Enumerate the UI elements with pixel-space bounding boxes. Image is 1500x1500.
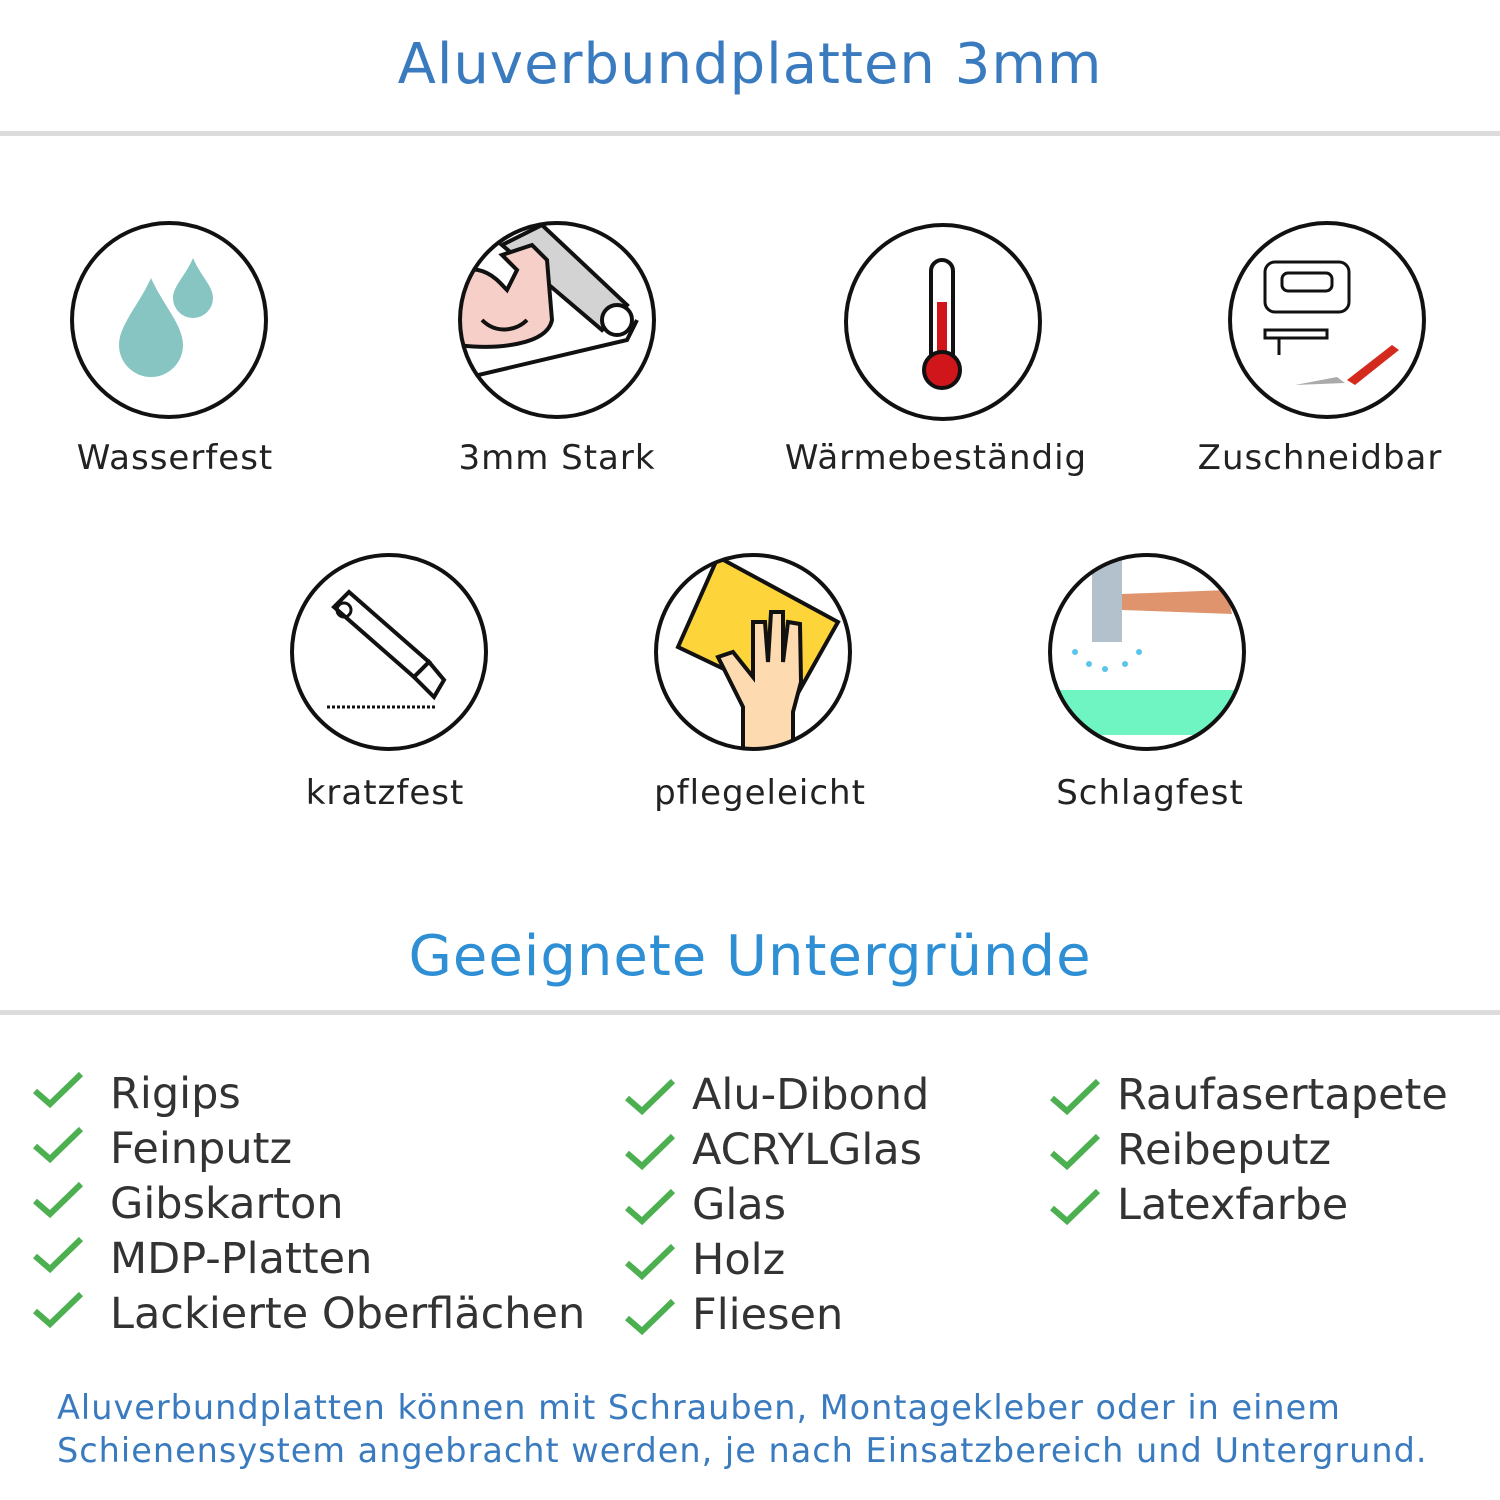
- feature-label: Wasserfest: [76, 438, 274, 478]
- check-icon: [625, 1078, 675, 1116]
- feature-label: 3mm Stark: [458, 438, 656, 478]
- surface-item: Fliesen: [692, 1290, 844, 1340]
- feature-label: Wärmebeständig: [784, 438, 1088, 478]
- check-icon: [33, 1071, 83, 1109]
- check-icon: [33, 1236, 83, 1274]
- thermometer-icon: [844, 223, 1042, 421]
- surface-item: Rigips: [110, 1069, 241, 1119]
- page-title: Aluverbundplatten 3mm: [397, 32, 1103, 97]
- feature-label: Zuschneidbar: [1197, 438, 1443, 478]
- cleaning-cloth-hand-icon: [654, 553, 852, 751]
- check-icon: [33, 1291, 83, 1329]
- surface-item: Latexfarbe: [1117, 1180, 1349, 1230]
- check-icon: [625, 1188, 675, 1226]
- divider: [0, 1010, 1500, 1015]
- feature-label: Schlagfest: [1056, 773, 1244, 813]
- check-icon: [625, 1243, 675, 1281]
- surface-item: MDP-Platten: [110, 1234, 373, 1284]
- water-drops-icon: [70, 221, 268, 419]
- check-icon: [1050, 1133, 1100, 1171]
- jigsaw-cutter-icon: [1228, 221, 1426, 419]
- surface-item: Reibeputz: [1117, 1125, 1332, 1175]
- surface-item: Lackierte Oberflächen: [110, 1289, 586, 1339]
- surface-item: Alu-Dibond: [692, 1070, 930, 1120]
- check-icon: [625, 1298, 675, 1336]
- feature-label: pflegeleicht: [654, 773, 866, 813]
- surface-item: ACRYLGlas: [692, 1125, 923, 1175]
- check-icon: [33, 1181, 83, 1219]
- check-icon: [1050, 1188, 1100, 1226]
- check-icon: [625, 1133, 675, 1171]
- feature-label: kratzfest: [305, 773, 465, 813]
- footer-line-2: Schienensystem angebracht werden, je nac…: [57, 1431, 1428, 1470]
- check-icon: [1050, 1078, 1100, 1116]
- check-icon: [33, 1126, 83, 1164]
- flexed-arm-icon: [458, 221, 656, 419]
- surface-item: Gibskarton: [110, 1179, 344, 1229]
- divider: [0, 131, 1500, 136]
- surface-item: Holz: [692, 1235, 786, 1285]
- box-cutter-icon: [290, 553, 488, 751]
- section-title: Geeignete Untergründe: [408, 924, 1092, 989]
- surface-item: Feinputz: [110, 1124, 293, 1174]
- hammer-icon: [1048, 553, 1246, 751]
- footer-line-1: Aluverbundplatten können mit Schrauben, …: [57, 1388, 1341, 1427]
- surface-item: Glas: [692, 1180, 787, 1230]
- surface-item: Raufasertapete: [1117, 1070, 1448, 1120]
